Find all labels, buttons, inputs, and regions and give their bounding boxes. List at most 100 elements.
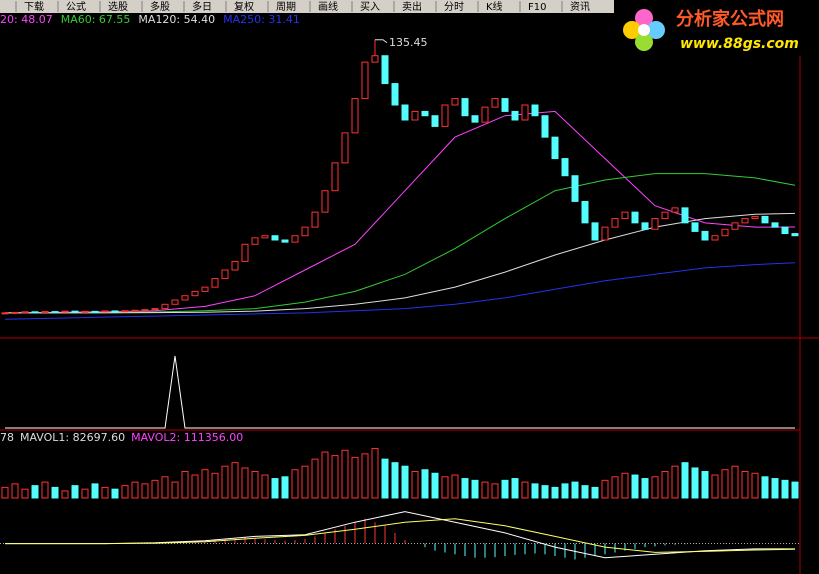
ma-line bbox=[5, 173, 796, 314]
menu-item[interactable]: 多日 bbox=[192, 0, 212, 13]
candle bbox=[591, 222, 599, 241]
menu-item[interactable]: 买入 bbox=[360, 1, 380, 13]
volume-bar bbox=[141, 483, 149, 499]
candle bbox=[481, 106, 489, 123]
volume-bar bbox=[171, 481, 179, 499]
logo-url: www.88gs.com bbox=[680, 36, 799, 52]
candle bbox=[581, 200, 589, 224]
volume-bar bbox=[651, 476, 659, 499]
candle bbox=[331, 162, 339, 192]
candle bbox=[621, 211, 629, 220]
volume-bar bbox=[421, 469, 429, 499]
volume-bar bbox=[121, 485, 129, 499]
volume-label: MAVOL1: 82697.60 bbox=[20, 431, 125, 444]
volume-bar bbox=[671, 465, 679, 499]
volume-bar bbox=[541, 485, 549, 499]
ma-line bbox=[5, 212, 796, 314]
menu-item[interactable]: 选股 bbox=[108, 0, 128, 13]
logo: 分析家公式网 www.88gs.com bbox=[614, 0, 819, 56]
candle bbox=[431, 115, 439, 127]
legend-entry: MA120: 54.40 bbox=[138, 13, 215, 26]
volume-bar bbox=[661, 471, 669, 499]
candle bbox=[291, 235, 299, 243]
volume-bar bbox=[361, 453, 369, 499]
volume-bar bbox=[341, 449, 349, 499]
volume-bar bbox=[601, 479, 609, 499]
macd-line bbox=[5, 518, 796, 553]
candle bbox=[601, 226, 609, 241]
volume-bar bbox=[211, 472, 219, 499]
candle bbox=[271, 235, 279, 241]
menu-item[interactable]: K线 bbox=[486, 0, 503, 13]
menu-item[interactable]: 公式 bbox=[66, 0, 86, 13]
volume-bar bbox=[191, 474, 199, 499]
candle bbox=[211, 278, 219, 288]
candle bbox=[201, 286, 209, 292]
volume-bar bbox=[251, 471, 259, 499]
volume-bar bbox=[21, 488, 29, 499]
candle bbox=[311, 211, 319, 228]
volume-bar bbox=[321, 451, 329, 499]
volume-bar bbox=[181, 471, 189, 499]
volume-bar bbox=[621, 472, 629, 499]
menu-item[interactable]: 卖出 bbox=[402, 0, 422, 13]
peak-label: 135.45 bbox=[389, 36, 428, 49]
candle bbox=[111, 310, 119, 313]
volume-bar bbox=[761, 476, 769, 499]
menu-item[interactable]: 周期 bbox=[276, 1, 296, 13]
candle bbox=[221, 269, 229, 280]
candle bbox=[281, 239, 289, 243]
volume-bar bbox=[441, 476, 449, 499]
volume-bar bbox=[81, 488, 89, 499]
menu: 下载 公式 选股 多股 多日 复权 周期 画线 买入 卖出 分时 K线 F10 资讯 bbox=[15, 0, 590, 13]
candle bbox=[31, 311, 39, 314]
volume-bar bbox=[511, 478, 519, 499]
candle bbox=[151, 308, 159, 311]
candle bbox=[161, 303, 169, 310]
menu-item[interactable]: 画线 bbox=[318, 0, 338, 13]
candle bbox=[781, 226, 789, 235]
candle bbox=[191, 290, 199, 297]
candle bbox=[401, 104, 409, 121]
volume-bar bbox=[571, 481, 579, 499]
candle bbox=[521, 104, 529, 121]
candle bbox=[371, 55, 379, 63]
volume-bar bbox=[691, 467, 699, 499]
volume-bar bbox=[281, 476, 289, 499]
volume-bar bbox=[31, 485, 39, 499]
candle bbox=[231, 260, 239, 271]
petal bbox=[635, 9, 653, 27]
volume-bar bbox=[271, 478, 279, 499]
candle bbox=[461, 98, 469, 117]
candle bbox=[691, 222, 699, 232]
menu-item[interactable]: 复权 bbox=[234, 0, 254, 13]
candle bbox=[441, 104, 449, 127]
candle bbox=[131, 309, 139, 312]
candle bbox=[731, 222, 739, 230]
volume-bar bbox=[71, 485, 79, 499]
macd-line bbox=[5, 511, 795, 559]
menu-item[interactable]: 资讯 bbox=[570, 1, 590, 13]
candle bbox=[681, 207, 689, 224]
volume-bar bbox=[311, 458, 319, 499]
menu-item[interactable]: 多股 bbox=[150, 0, 170, 13]
volume-bar bbox=[791, 481, 799, 499]
candle bbox=[351, 98, 359, 134]
volume-bar bbox=[731, 465, 739, 499]
volume-bar bbox=[351, 456, 359, 499]
petal bbox=[623, 21, 641, 39]
candle bbox=[631, 211, 639, 224]
volume-bar bbox=[111, 488, 119, 499]
peak-pointer bbox=[375, 39, 388, 44]
menu-item[interactable]: 下载 bbox=[24, 1, 44, 13]
candle bbox=[11, 311, 19, 314]
volume-label: MAVOL2: 111356.00 bbox=[131, 431, 243, 444]
menu-item[interactable]: 分时 bbox=[444, 1, 464, 13]
candle bbox=[41, 311, 49, 314]
ma-line bbox=[4, 262, 796, 320]
candle bbox=[361, 61, 369, 100]
candle bbox=[551, 136, 559, 160]
menu-item[interactable]: F10 bbox=[528, 2, 546, 13]
volume-bar bbox=[751, 472, 759, 499]
